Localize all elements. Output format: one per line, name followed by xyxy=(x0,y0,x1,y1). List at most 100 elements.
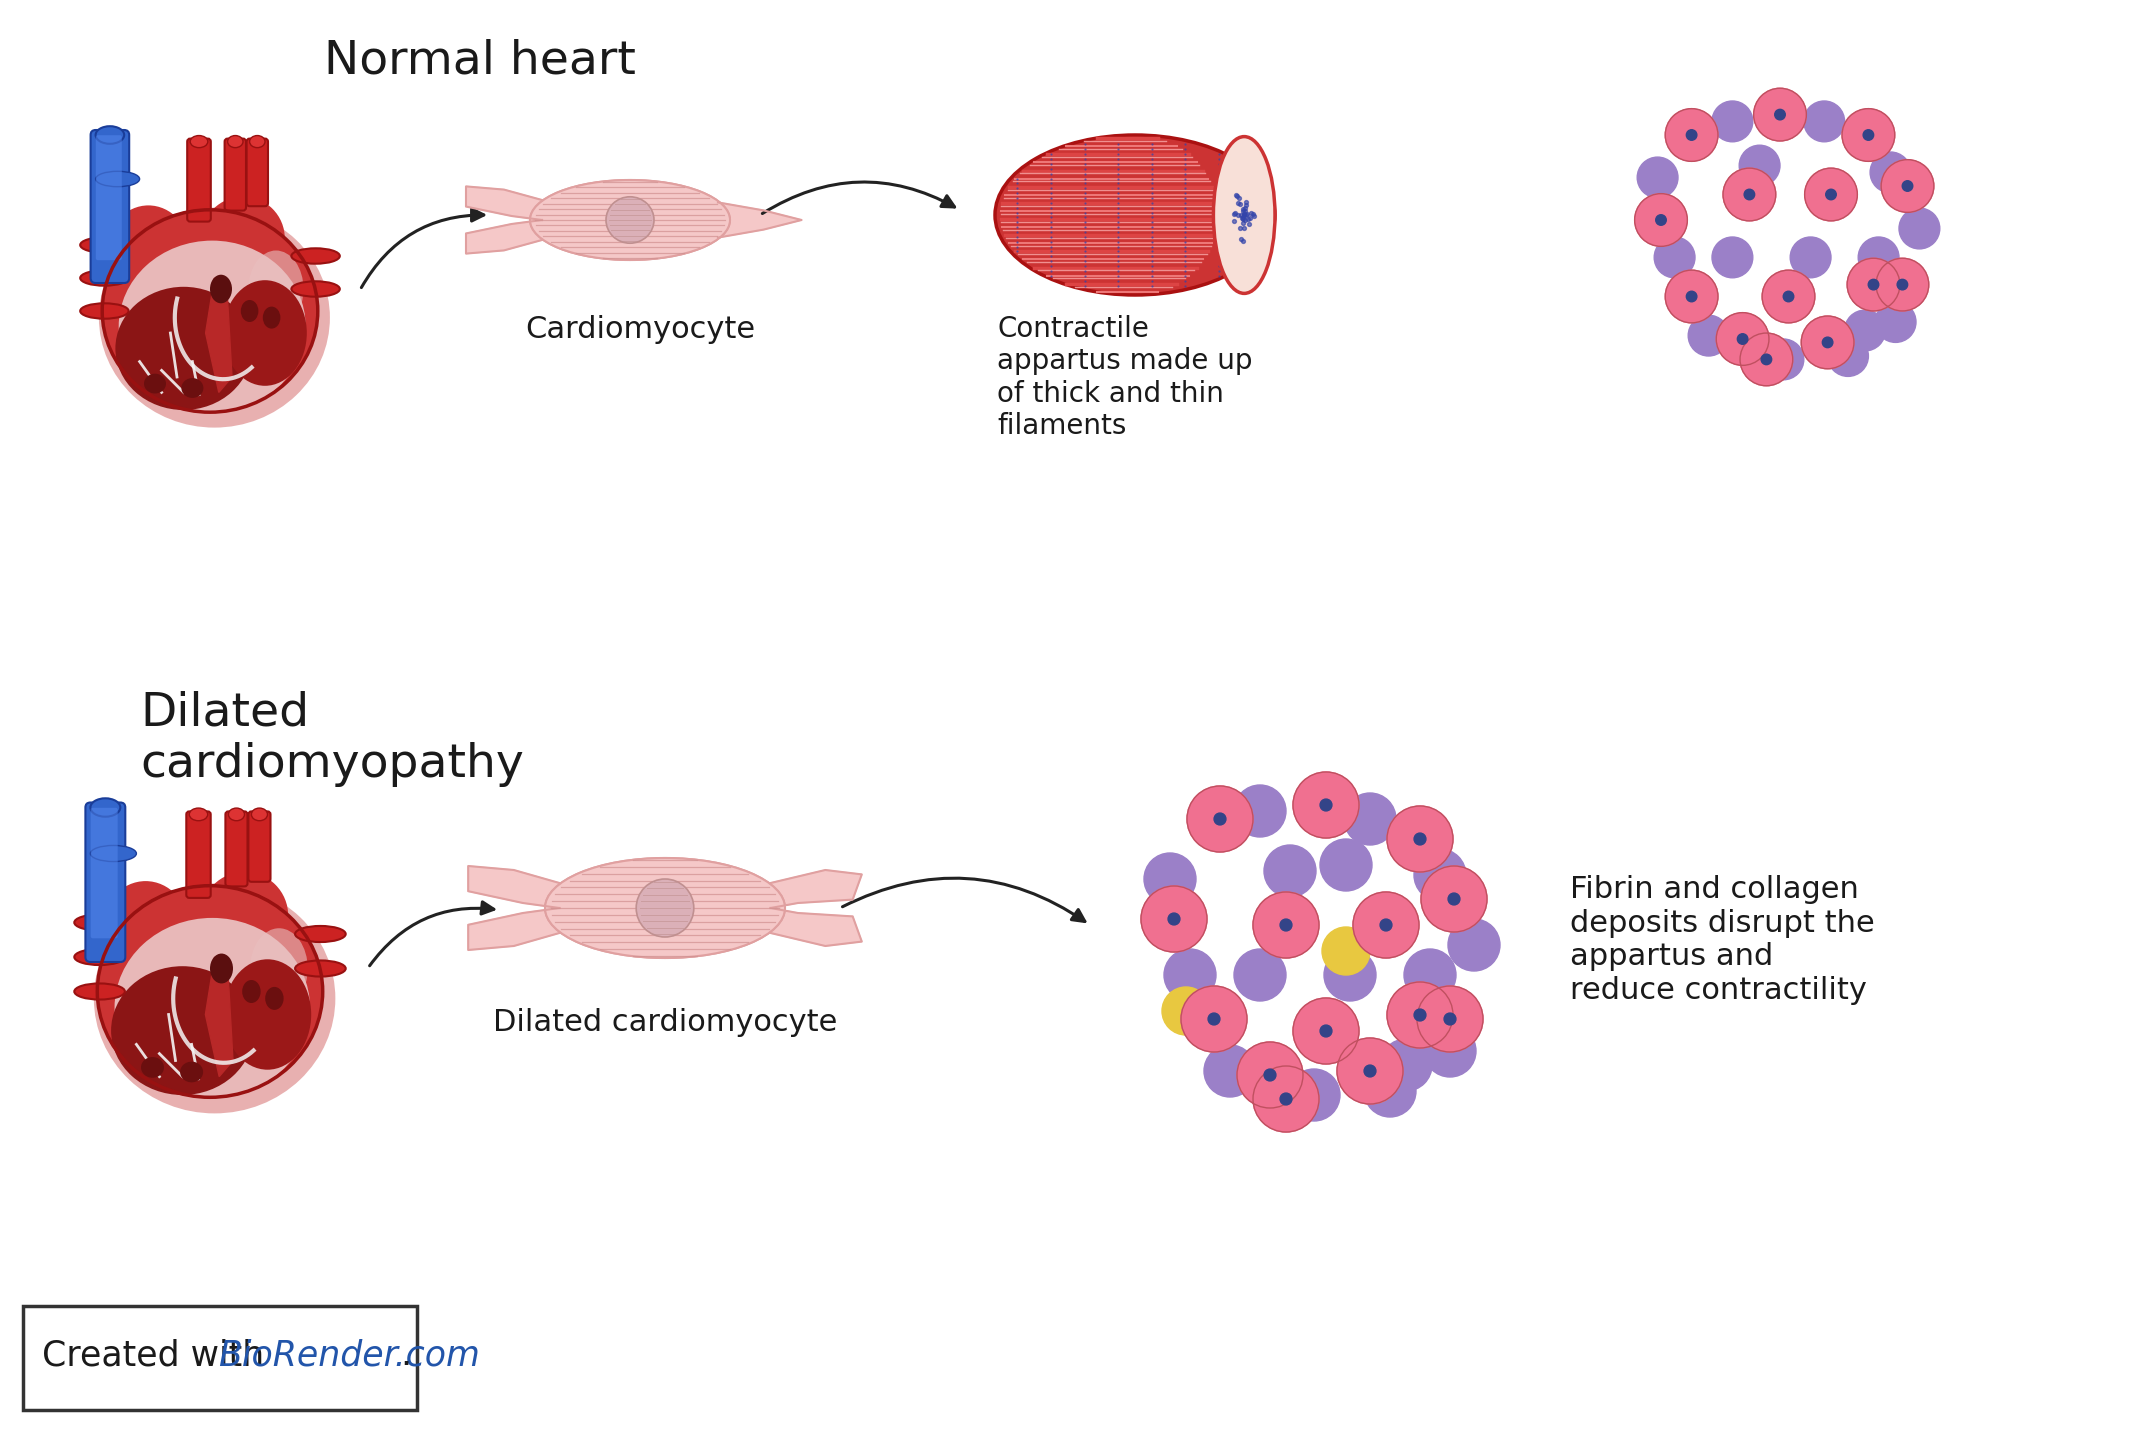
Circle shape xyxy=(1162,987,1209,1035)
Circle shape xyxy=(1380,919,1393,930)
FancyBboxPatch shape xyxy=(85,803,126,962)
Polygon shape xyxy=(465,187,542,220)
Circle shape xyxy=(1322,928,1369,975)
Ellipse shape xyxy=(111,967,254,1095)
Circle shape xyxy=(1687,315,1730,356)
Ellipse shape xyxy=(81,304,128,318)
Circle shape xyxy=(1875,301,1915,343)
Ellipse shape xyxy=(102,881,190,978)
Polygon shape xyxy=(719,203,802,237)
FancyBboxPatch shape xyxy=(90,130,130,284)
Ellipse shape xyxy=(529,179,729,260)
Circle shape xyxy=(1186,786,1252,852)
Circle shape xyxy=(1280,919,1293,930)
Ellipse shape xyxy=(546,858,785,958)
Circle shape xyxy=(1638,158,1679,198)
Ellipse shape xyxy=(98,207,331,428)
Circle shape xyxy=(1237,1042,1303,1108)
Ellipse shape xyxy=(209,275,232,304)
Ellipse shape xyxy=(96,171,139,187)
Circle shape xyxy=(1738,145,1781,187)
Circle shape xyxy=(1444,1013,1457,1024)
Circle shape xyxy=(1723,168,1777,221)
Circle shape xyxy=(1386,983,1453,1048)
Ellipse shape xyxy=(1214,136,1276,294)
Ellipse shape xyxy=(636,878,693,938)
Ellipse shape xyxy=(241,300,258,323)
Ellipse shape xyxy=(264,987,284,1010)
Ellipse shape xyxy=(228,136,243,148)
FancyBboxPatch shape xyxy=(247,139,269,207)
Circle shape xyxy=(1265,845,1316,897)
FancyBboxPatch shape xyxy=(224,139,245,211)
Circle shape xyxy=(1141,886,1207,952)
Text: Contractile
appartus made up
of thick and thin
filaments: Contractile appartus made up of thick an… xyxy=(998,315,1252,440)
Circle shape xyxy=(1717,313,1768,365)
Text: .: . xyxy=(401,1338,412,1372)
Ellipse shape xyxy=(994,135,1276,295)
Circle shape xyxy=(1762,271,1815,323)
Circle shape xyxy=(1203,1045,1256,1097)
Circle shape xyxy=(1713,101,1753,142)
Circle shape xyxy=(1207,1013,1220,1024)
Circle shape xyxy=(1352,891,1418,958)
Circle shape xyxy=(1293,998,1359,1064)
Circle shape xyxy=(1843,109,1894,162)
FancyBboxPatch shape xyxy=(92,807,117,938)
Ellipse shape xyxy=(98,886,322,1097)
Circle shape xyxy=(1666,271,1717,323)
Ellipse shape xyxy=(141,1058,164,1078)
Ellipse shape xyxy=(546,858,785,958)
FancyBboxPatch shape xyxy=(96,135,122,260)
Circle shape xyxy=(1265,1069,1276,1081)
FancyBboxPatch shape xyxy=(188,139,211,221)
Circle shape xyxy=(1762,355,1773,365)
Circle shape xyxy=(1666,109,1717,162)
Ellipse shape xyxy=(201,197,286,281)
Polygon shape xyxy=(770,909,862,946)
Circle shape xyxy=(1143,852,1197,904)
Circle shape xyxy=(1845,310,1886,352)
Circle shape xyxy=(1252,1066,1318,1132)
Circle shape xyxy=(1753,88,1807,140)
Circle shape xyxy=(1881,159,1935,213)
Circle shape xyxy=(1414,1009,1427,1022)
Polygon shape xyxy=(469,909,559,951)
Ellipse shape xyxy=(201,873,288,959)
Circle shape xyxy=(1775,110,1785,120)
Circle shape xyxy=(1337,1037,1404,1104)
FancyBboxPatch shape xyxy=(226,812,247,887)
Circle shape xyxy=(1862,130,1873,140)
Text: Dilated cardiomyocyte: Dilated cardiomyocyte xyxy=(493,1009,836,1037)
Circle shape xyxy=(1741,333,1792,386)
Ellipse shape xyxy=(90,799,119,816)
Circle shape xyxy=(1425,1024,1476,1077)
Circle shape xyxy=(1386,806,1453,873)
Circle shape xyxy=(1790,237,1830,278)
Ellipse shape xyxy=(250,250,303,327)
Circle shape xyxy=(1898,208,1939,249)
Ellipse shape xyxy=(81,271,128,285)
Ellipse shape xyxy=(90,845,137,861)
FancyBboxPatch shape xyxy=(186,812,211,899)
Polygon shape xyxy=(205,956,232,1077)
Ellipse shape xyxy=(292,281,339,297)
Circle shape xyxy=(1416,985,1482,1052)
Circle shape xyxy=(1448,919,1499,971)
Circle shape xyxy=(1687,291,1698,302)
Ellipse shape xyxy=(75,984,126,1000)
Ellipse shape xyxy=(81,237,128,253)
Ellipse shape xyxy=(262,307,279,328)
Circle shape xyxy=(1320,1024,1331,1037)
Text: Dilated
cardiomyopathy: Dilated cardiomyopathy xyxy=(141,690,525,787)
Circle shape xyxy=(1826,190,1837,200)
Ellipse shape xyxy=(292,249,339,263)
Circle shape xyxy=(1350,1055,1397,1103)
Circle shape xyxy=(1214,813,1226,825)
Circle shape xyxy=(1414,849,1465,901)
Circle shape xyxy=(1828,336,1869,376)
Ellipse shape xyxy=(529,179,729,260)
Polygon shape xyxy=(205,278,232,392)
Circle shape xyxy=(1858,237,1898,278)
Text: Created with: Created with xyxy=(43,1338,275,1372)
